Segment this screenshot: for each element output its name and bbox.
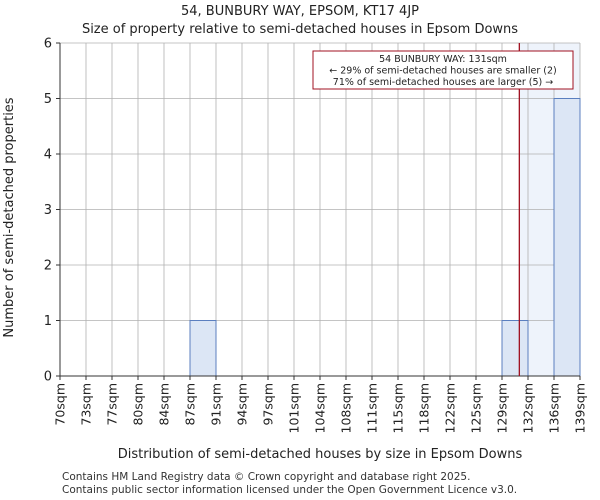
x-tick-label: 122sqm <box>443 383 458 433</box>
annotation-line-3: 71% of semi-detached houses are larger (… <box>333 77 553 88</box>
y-tick-label: 2 <box>44 259 52 274</box>
x-tick-label: 80sqm <box>131 383 146 426</box>
y-tick-label: 0 <box>44 370 52 385</box>
x-tick-label: 136sqm <box>547 383 562 433</box>
annotation-box <box>312 50 574 90</box>
x-tick-label: 139sqm <box>573 383 588 433</box>
x-tick-label: 129sqm <box>495 383 510 433</box>
chart-title: 54, BUNBURY WAY, EPSOM, KT17 4JP <box>181 4 419 19</box>
x-tick-label: 73sqm <box>79 383 94 426</box>
footer-line-1: Contains HM Land Registry data © Crown c… <box>62 471 471 483</box>
histogram-bar <box>189 320 217 377</box>
x-tick-label: 101sqm <box>287 383 302 433</box>
annotation-line-1: 54 BUNBURY WAY: 131sqm <box>379 54 507 65</box>
footer-line-2: Contains public sector information licen… <box>62 484 518 496</box>
y-tick-label: 3 <box>44 203 52 218</box>
histogram-bar <box>501 320 529 377</box>
x-tick-label: 104sqm <box>313 383 328 433</box>
x-tick-label: 94sqm <box>235 383 250 426</box>
x-tick-label: 108sqm <box>339 383 354 433</box>
y-tick-label: 5 <box>44 92 52 107</box>
x-tick-label: 125sqm <box>469 383 484 433</box>
histogram-bar <box>553 98 581 377</box>
y-tick-label: 1 <box>44 314 52 329</box>
chart-subtitle: Size of property relative to semi-detach… <box>81 22 519 37</box>
y-tick-label: 4 <box>44 148 52 163</box>
x-tick-label: 87sqm <box>183 383 198 426</box>
annotation-line-2: ← 29% of semi-detached houses are smalle… <box>329 66 557 77</box>
x-tick-label: 97sqm <box>261 383 276 426</box>
x-tick-label: 70sqm <box>53 383 68 426</box>
y-axis-label: Number of semi-detached properties <box>2 97 17 337</box>
x-tick-label: 84sqm <box>157 383 172 426</box>
x-tick-label: 132sqm <box>521 383 536 433</box>
x-axis-label: Distribution of semi-detached houses by … <box>118 447 523 462</box>
x-tick-label: 91sqm <box>209 383 224 426</box>
y-tick-label: 6 <box>44 37 52 52</box>
x-tick-label: 111sqm <box>365 383 380 433</box>
histogram-chart: 0 1 2 3 4 5 6 70sqm 73sqm 77sqm 80sqm 84sqm 87sqm 91s… <box>2 37 588 463</box>
x-tick-label: 118sqm <box>417 383 432 433</box>
x-tick-label: 77sqm <box>105 383 120 426</box>
x-tick-label: 115sqm <box>391 383 406 433</box>
